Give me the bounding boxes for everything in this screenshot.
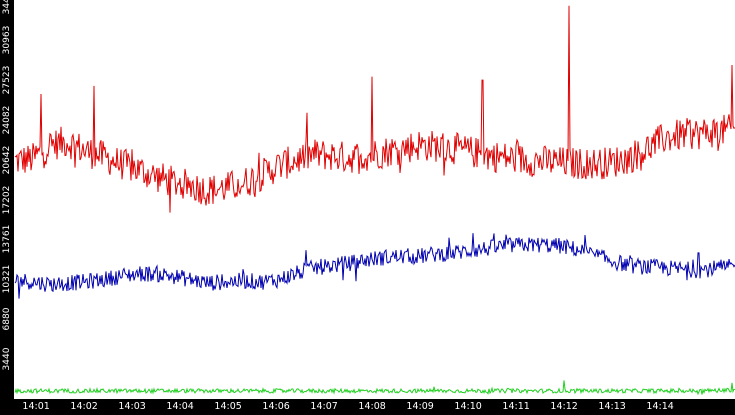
series-line-0 xyxy=(14,5,735,213)
x-tick-label: 14:11 xyxy=(502,401,530,412)
x-axis xyxy=(0,399,735,415)
y-tick-text: 17202 xyxy=(2,185,12,214)
y-tick-label: 20642 xyxy=(0,140,14,180)
x-tick-label: 14:08 xyxy=(358,401,386,412)
y-tick-label: 30963 xyxy=(0,20,14,60)
series-line-2 xyxy=(14,380,735,396)
y-tick-text: 30963 xyxy=(2,25,12,55)
x-tick-label: 14:01 xyxy=(22,401,50,412)
y-tick-label: 13761 xyxy=(0,219,14,259)
x-tick-label: 14:03 xyxy=(118,401,146,412)
y-axis: 3440 6880 10321 13761 17202 20642 24082 27523 30… xyxy=(0,0,14,415)
x-tick-label: 14:05 xyxy=(214,401,242,412)
y-tick-label: 17202 xyxy=(0,180,14,220)
y-tick-label: 6880 xyxy=(0,299,14,339)
x-tick-label: 14:09 xyxy=(406,401,434,412)
y-tick-text: 10321 xyxy=(2,264,12,294)
x-tick-label: 14:12 xyxy=(550,401,578,412)
y-tick-label: 27523 xyxy=(0,60,14,100)
y-tick-text: 6880 xyxy=(2,307,12,331)
y-tick-text: 3440 xyxy=(2,347,12,371)
y-tick-label: 34404 xyxy=(0,0,14,20)
y-tick-text: 20642 xyxy=(2,145,12,174)
y-tick-text: 34404 xyxy=(2,0,12,15)
x-tick-label: 14:07 xyxy=(310,401,338,412)
x-tick-label: 14:14 xyxy=(646,401,674,412)
y-tick-text: 13761 xyxy=(2,225,12,254)
series-line-1 xyxy=(14,233,735,299)
x-tick-label: 14:13 xyxy=(598,401,626,412)
y-tick-text: 27523 xyxy=(2,65,12,95)
x-tick-label: 14:02 xyxy=(70,401,98,412)
y-tick-text: 24082 xyxy=(2,105,12,135)
x-tick-label: 14:06 xyxy=(262,401,290,412)
x-tick-label: 14:10 xyxy=(454,401,482,412)
y-tick-label: 24082 xyxy=(0,100,14,140)
x-tick-label: 14:04 xyxy=(166,401,194,412)
y-tick-label: 10321 xyxy=(0,259,14,299)
y-tick-label: 3440 xyxy=(0,339,14,379)
